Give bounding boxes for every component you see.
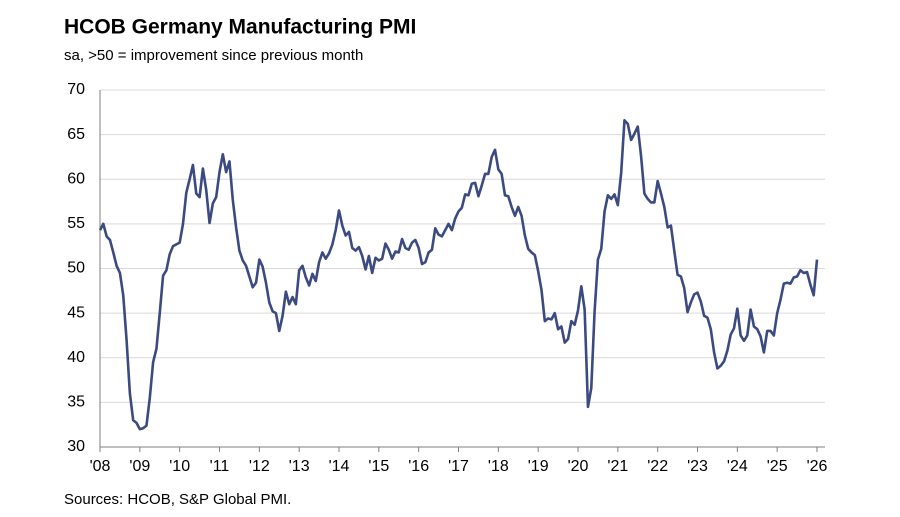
y-tick-label: 60 xyxy=(67,170,85,187)
y-tick-label: 50 xyxy=(67,260,85,277)
x-tick-label: '12 xyxy=(249,458,270,475)
source-note: Sources: HCOB, S&P Global PMI. xyxy=(64,491,291,508)
x-tick-label: '25 xyxy=(767,458,788,475)
x-tick-label: '13 xyxy=(289,458,310,475)
x-tick-label: '15 xyxy=(368,458,389,475)
x-tick-label: '17 xyxy=(448,458,469,475)
y-tick-label: 55 xyxy=(67,215,85,232)
x-tick-label: '11 xyxy=(210,458,230,475)
x-tick-label: '24 xyxy=(727,458,748,475)
x-tick-label: '08 xyxy=(90,458,111,475)
x-tick-label: '19 xyxy=(528,458,549,475)
series-line xyxy=(98,119,819,431)
x-tick-label: '18 xyxy=(488,458,509,475)
chart-title: HCOB Germany Manufacturing PMI xyxy=(64,16,416,39)
x-tick-label: '23 xyxy=(687,458,708,475)
x-tick-label: '21 xyxy=(607,458,628,475)
x-tick-label: '16 xyxy=(408,458,429,475)
x-tick-label: '14 xyxy=(329,458,350,475)
y-tick-label: 40 xyxy=(67,349,85,366)
chart-subtitle: sa, >50 = improvement since previous mon… xyxy=(64,47,363,64)
y-tick-label: 30 xyxy=(67,438,85,455)
x-tick-label: '09 xyxy=(129,458,150,475)
x-tick-label: '10 xyxy=(169,458,190,475)
x-tick-label: '22 xyxy=(647,458,668,475)
y-tick-label: 65 xyxy=(67,126,85,143)
y-tick-label: 45 xyxy=(67,304,85,321)
x-tick-label: '20 xyxy=(568,458,589,475)
x-tick-label: '26 xyxy=(807,458,828,475)
y-tick-label: 70 xyxy=(67,81,85,98)
y-tick-label: 35 xyxy=(67,394,85,411)
